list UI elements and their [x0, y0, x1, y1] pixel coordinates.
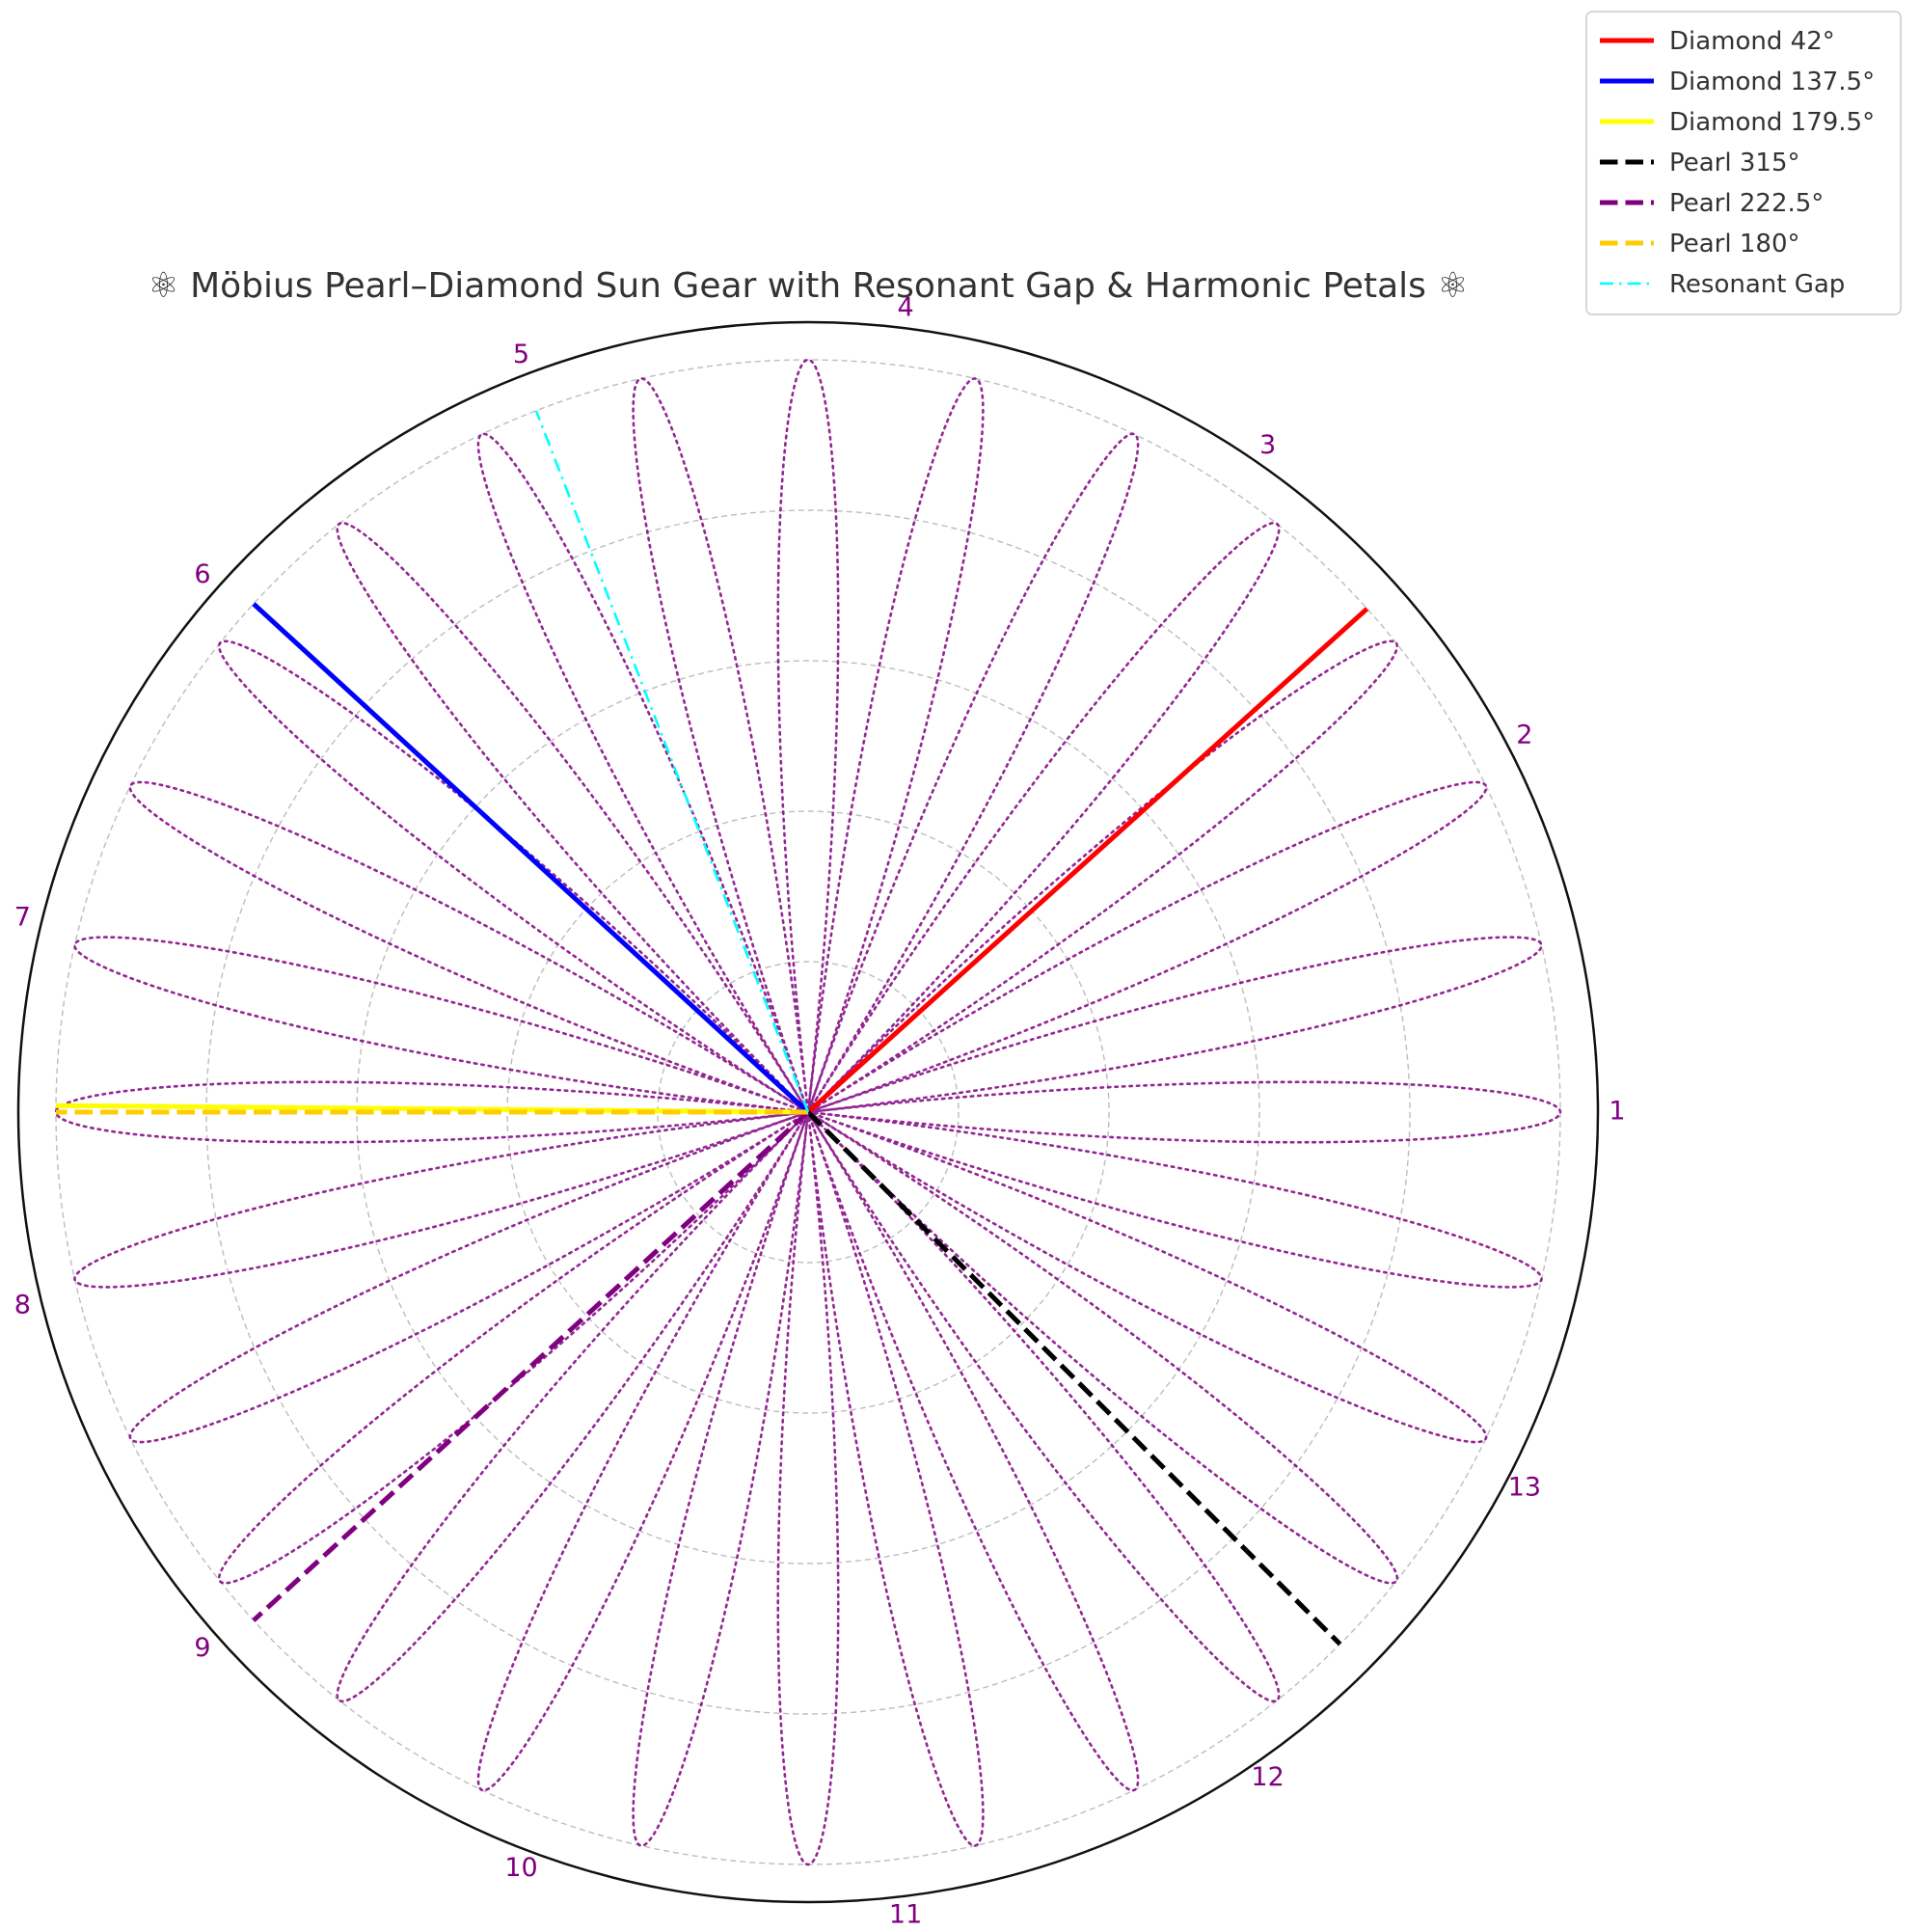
angular-tick-label: 3 — [1259, 430, 1276, 460]
angular-tick-label: 10 — [504, 1853, 537, 1883]
legend-label-diamond-137-5: Diamond 137.5° — [1669, 68, 1875, 96]
angular-tick-label: 7 — [14, 903, 31, 933]
grid-circle-1 — [657, 961, 960, 1264]
legend-label-resonant-gap: Resonant Gap — [1669, 270, 1845, 299]
series-layer — [56, 410, 1369, 1646]
legend-label-diamond-179-5: Diamond 179.5° — [1669, 108, 1875, 137]
grid-circle-2 — [506, 810, 1110, 1414]
angular-tick-label: 6 — [194, 559, 210, 589]
angular-tick-label: 4 — [898, 293, 914, 323]
angular-tick-label: 9 — [194, 1633, 210, 1663]
series-line-diamond-179-5 — [56, 1102, 809, 1115]
series-line-diamond-42 — [806, 607, 1369, 1114]
legend-label-pearl-315: Pearl 315° — [1669, 149, 1799, 177]
angular-tick-label: 2 — [1516, 721, 1532, 750]
angular-tick-label: 13 — [1508, 1472, 1541, 1502]
legend-frame — [1585, 11, 1902, 315]
series-line-diamond-137-5 — [252, 602, 810, 1114]
legend-label-pearl-180: Pearl 180° — [1669, 230, 1799, 259]
chart-title: ⚛ Möbius Pearl–Diamond Sun Gear with Res… — [148, 266, 1468, 306]
angular-tick-label: 11 — [889, 1899, 922, 1928]
legend-label-diamond-42: Diamond 42° — [1669, 27, 1835, 56]
legend-label-pearl-222-5: Pearl 222.5° — [1669, 189, 1824, 218]
polar-outer-spine — [16, 320, 1600, 1904]
legend: Diamond 42° Diamond 137.5° Diamond 179.5° P… — [1585, 11, 1902, 315]
series-line-pearl-315 — [806, 1110, 1342, 1646]
series-line-pearl-222-5 — [252, 1110, 810, 1622]
angular-tick-label: 8 — [14, 1290, 31, 1320]
series-line-resonant-gap — [534, 410, 810, 1113]
angular-tick-label: 12 — [1251, 1762, 1284, 1792]
angular-tick-label: 5 — [513, 340, 529, 369]
angular-tick-label: 1 — [1609, 1097, 1625, 1127]
